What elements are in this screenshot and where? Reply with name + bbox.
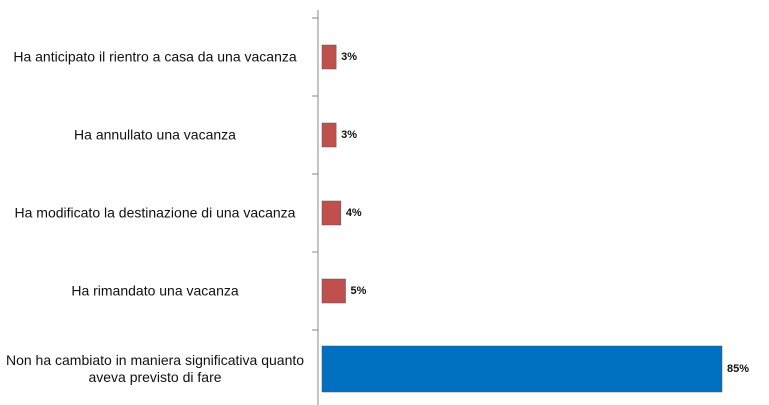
value-label: 85% bbox=[727, 363, 749, 375]
category-label: Ha annullato una vacanza bbox=[74, 126, 236, 143]
category-label: Non ha cambiato in maniera significativa… bbox=[5, 352, 305, 385]
bar bbox=[321, 122, 337, 148]
bar bbox=[321, 345, 723, 393]
value-label: 3% bbox=[341, 129, 357, 141]
value-label: 3% bbox=[341, 51, 357, 63]
bar bbox=[321, 200, 342, 226]
category-label: Ha anticipato il rientro a casa da una v… bbox=[13, 48, 297, 65]
bar bbox=[321, 44, 337, 70]
value-label: 4% bbox=[346, 207, 362, 219]
value-label: 5% bbox=[351, 285, 367, 297]
category-label: Ha modificato la destinazione di una vac… bbox=[14, 204, 296, 221]
bar bbox=[321, 278, 346, 304]
category-label: Ha rimandato una vacanza bbox=[71, 282, 239, 299]
